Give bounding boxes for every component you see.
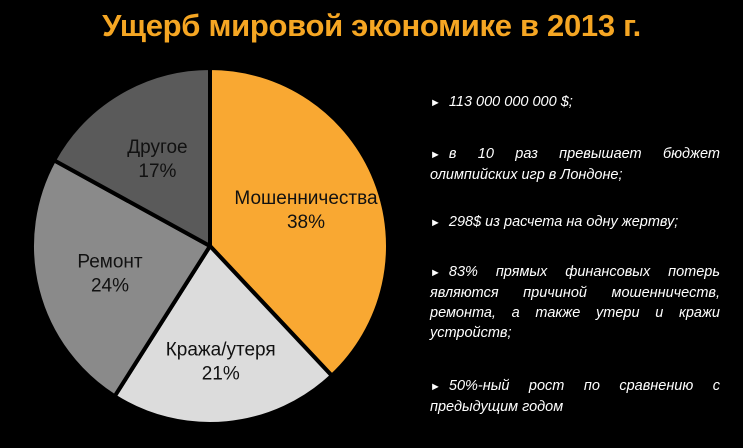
slice-other xyxy=(52,66,212,248)
slice-theft-loss xyxy=(112,244,334,426)
fact-item: ► в 10 раз превышает бюджет олимпийских и… xyxy=(430,144,720,185)
arrow-right-icon: ► xyxy=(430,267,441,279)
arrow-right-icon: ► xyxy=(430,97,441,109)
slice-label: Мошенничества xyxy=(234,188,378,209)
fact-item: ► 50%-ный рост по сравнению с предыдущим … xyxy=(430,376,720,417)
slice-label: Ремонт xyxy=(77,252,143,273)
pie-slices xyxy=(30,66,390,426)
slice-value-label: 24% xyxy=(91,276,129,297)
slice-value-label: 21% xyxy=(202,363,240,384)
fact-text: 298$ из расчета на одну жертву; xyxy=(448,214,679,230)
fact-text: 113 000 000 000 $; xyxy=(448,94,573,110)
slice-value-label: 17% xyxy=(138,161,176,182)
slice-fraud xyxy=(208,66,390,378)
slice-label: Другое xyxy=(127,137,187,158)
slice-value-label: 38% xyxy=(287,212,325,233)
chart-title: Ущерб мировой экономике в 2013 г. xyxy=(102,8,641,43)
slice-repair xyxy=(30,158,212,399)
fact-text: в 10 раз превышает бюджет олимпийских иг… xyxy=(430,146,720,183)
fact-text: 50%-ный рост по сравнению с предыдущим г… xyxy=(430,378,720,415)
arrow-right-icon: ► xyxy=(430,381,441,393)
fact-item: ► 113 000 000 000 $; xyxy=(430,92,720,113)
arrow-right-icon: ► xyxy=(430,149,441,161)
pie-labels: Мошенничества 38% Кража/утеря 21% Ремонт 24% Д… xyxy=(77,137,378,384)
slice-label: Кража/утеря xyxy=(166,339,276,360)
fact-text: 83% прямых финансовых потерь являются пр… xyxy=(430,264,720,341)
arrow-right-icon: ► xyxy=(430,217,441,229)
fact-item: ► 83% прямых финансовых потерь являются п… xyxy=(430,262,720,343)
fact-item: ► 298$ из расчета на одну жертву; xyxy=(430,212,720,233)
